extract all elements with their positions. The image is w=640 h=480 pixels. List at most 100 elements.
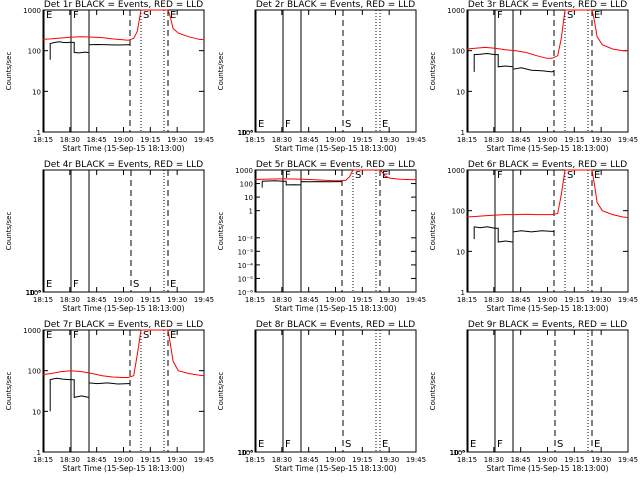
y-tick-label: 1000 <box>23 7 41 15</box>
x-tick-label: 19:00 <box>325 296 345 304</box>
lld-series-line <box>42 329 205 378</box>
event-marker-label: E <box>46 330 52 341</box>
event-marker-label: E <box>170 10 176 21</box>
y-tick-label: 1000 <box>447 7 465 15</box>
y-tick-label: 10⁻⁶ <box>238 129 254 137</box>
lld-series-line <box>466 169 629 218</box>
x-tick-label: 19:30 <box>379 296 399 304</box>
plot-frame <box>42 9 205 133</box>
y-tick-label: 10⁻⁶ <box>238 129 254 137</box>
y-tick-label: 10 <box>32 408 41 416</box>
x-tick-label: 19:45 <box>618 136 638 144</box>
panel-det-3: Det 3r BLACK = Events, RED = LLD 18:15 18:… <box>429 0 638 153</box>
panel-det-2: Det 2r BLACK = Events, RED = LLD 18:15 18:… <box>217 0 426 153</box>
panel-title: Det 8r BLACK = Events, RED = LLD <box>256 320 415 330</box>
y-tick-label: 100 <box>452 48 465 56</box>
x-tick-label: 19:15 <box>140 296 160 304</box>
event-marker-label: F <box>285 170 291 181</box>
y-tick-label: 10⁻³ <box>238 248 254 256</box>
event-marker-label: F <box>497 10 503 21</box>
x-tick-label: 19:15 <box>564 456 584 464</box>
y-tick-label: 10⁻² <box>238 235 254 243</box>
y-tick-label: 10⁻⁶ <box>450 449 466 457</box>
event-marker-label: E <box>594 170 600 181</box>
x-tick-label: 18:45 <box>511 136 531 144</box>
panel-title: Det 4r BLACK = Events, RED = LLD <box>44 160 203 170</box>
x-tick-label: 18:30 <box>484 296 504 304</box>
events-series-line <box>49 41 72 60</box>
x-tick-label: 19:00 <box>537 296 557 304</box>
event-marker-label: F <box>73 279 79 290</box>
x-tick-label: 18:15 <box>33 296 53 304</box>
x-tick-label: 19:15 <box>352 136 372 144</box>
y-axis-label: Counts/sec <box>217 212 225 251</box>
x-tick-label: 18:30 <box>272 456 292 464</box>
x-axis-label: Start Time (15-Sep-15 18:13:00) <box>275 304 397 313</box>
x-tick-label: 19:00 <box>113 136 133 144</box>
y-tick-label: 100 <box>240 181 253 189</box>
x-tick-label: 18:30 <box>60 456 80 464</box>
x-tick-label: 18:15 <box>457 296 477 304</box>
x-tick-label: 18:45 <box>299 456 319 464</box>
y-tick-label: 10⁻⁶ <box>238 129 254 137</box>
y-tick-label: 10⁻⁶ <box>238 449 254 457</box>
plot-frame <box>42 169 205 293</box>
panel-title: Det 3r BLACK = Events, RED = LLD <box>468 0 627 10</box>
x-tick-label: 19:00 <box>537 456 557 464</box>
x-tick-label: 18:45 <box>299 296 319 304</box>
y-tick-label: 10 <box>456 248 465 256</box>
lld-series-line <box>254 169 417 182</box>
y-tick-label: 10⁻⁶ <box>238 449 254 457</box>
event-marker-label: S <box>143 10 149 21</box>
event-marker-label: E <box>594 439 600 450</box>
event-marker-label: E <box>594 10 600 21</box>
events-series-line <box>49 377 72 412</box>
x-tick-label: 19:15 <box>352 296 372 304</box>
events-series-line <box>300 181 342 185</box>
x-tick-label: 18:45 <box>511 296 531 304</box>
panel-det-5: Det 5r BLACK = Events, RED = LLD 18:15 18:… <box>217 160 426 313</box>
event-marker-label: E <box>470 439 476 450</box>
panel-title: Det 2r BLACK = Events, RED = LLD <box>256 0 415 10</box>
y-tick-label: 10⁻⁶ <box>238 129 254 137</box>
panel-title: Det 6r BLACK = Events, RED = LLD <box>468 160 627 170</box>
x-tick-label: 19:00 <box>325 136 345 144</box>
events-series-line <box>71 41 89 54</box>
event-marker-label: S <box>345 119 351 130</box>
x-tick-label: 18:30 <box>484 136 504 144</box>
x-tick-label: 19:00 <box>113 296 133 304</box>
event-marker-label: S <box>345 439 351 450</box>
event-marker-label: E <box>382 439 388 450</box>
x-axis-label: Start Time (15-Sep-15 18:13:00) <box>275 464 397 473</box>
x-tick-label: 19:45 <box>406 296 426 304</box>
y-tick-label: 10⁻⁶ <box>238 449 254 457</box>
x-tick-label: 18:45 <box>299 136 319 144</box>
events-series-line <box>512 66 555 73</box>
y-tick-label: 10⁻⁶ <box>450 449 466 457</box>
x-tick-label: 19:30 <box>591 456 611 464</box>
event-marker-label: S <box>143 330 149 341</box>
x-tick-label: 19:00 <box>325 456 345 464</box>
events-series-line <box>88 43 130 53</box>
panel-title: Det 5r BLACK = Events, RED = LLD <box>256 160 415 170</box>
x-tick-label: 18:30 <box>272 136 292 144</box>
x-axis-label: Start Time (15-Sep-15 18:13:00) <box>275 144 397 153</box>
x-tick-label: 19:30 <box>379 136 399 144</box>
y-axis-label: Counts/sec <box>5 52 13 91</box>
x-tick-label: 18:30 <box>60 296 80 304</box>
event-marker-label: E <box>258 119 264 130</box>
x-tick-label: 19:15 <box>140 136 160 144</box>
y-tick-label: 10⁻⁶ <box>450 449 466 457</box>
x-tick-label: 19:15 <box>564 296 584 304</box>
y-tick-label: 10 <box>456 88 465 96</box>
event-marker-label: E <box>170 279 176 290</box>
y-tick-label: 10⁻⁴ <box>238 262 254 270</box>
y-tick-label: 10⁻⁶ <box>26 289 42 297</box>
events-series-line <box>495 54 513 68</box>
events-series-line <box>473 226 496 240</box>
x-axis-label: Start Time (15-Sep-15 18:13:00) <box>63 304 185 313</box>
x-tick-label: 18:45 <box>87 136 107 144</box>
panel-det-6: Det 6r BLACK = Events, RED = LLD 18:15 18:… <box>429 160 638 313</box>
lld-series-line <box>466 9 628 59</box>
